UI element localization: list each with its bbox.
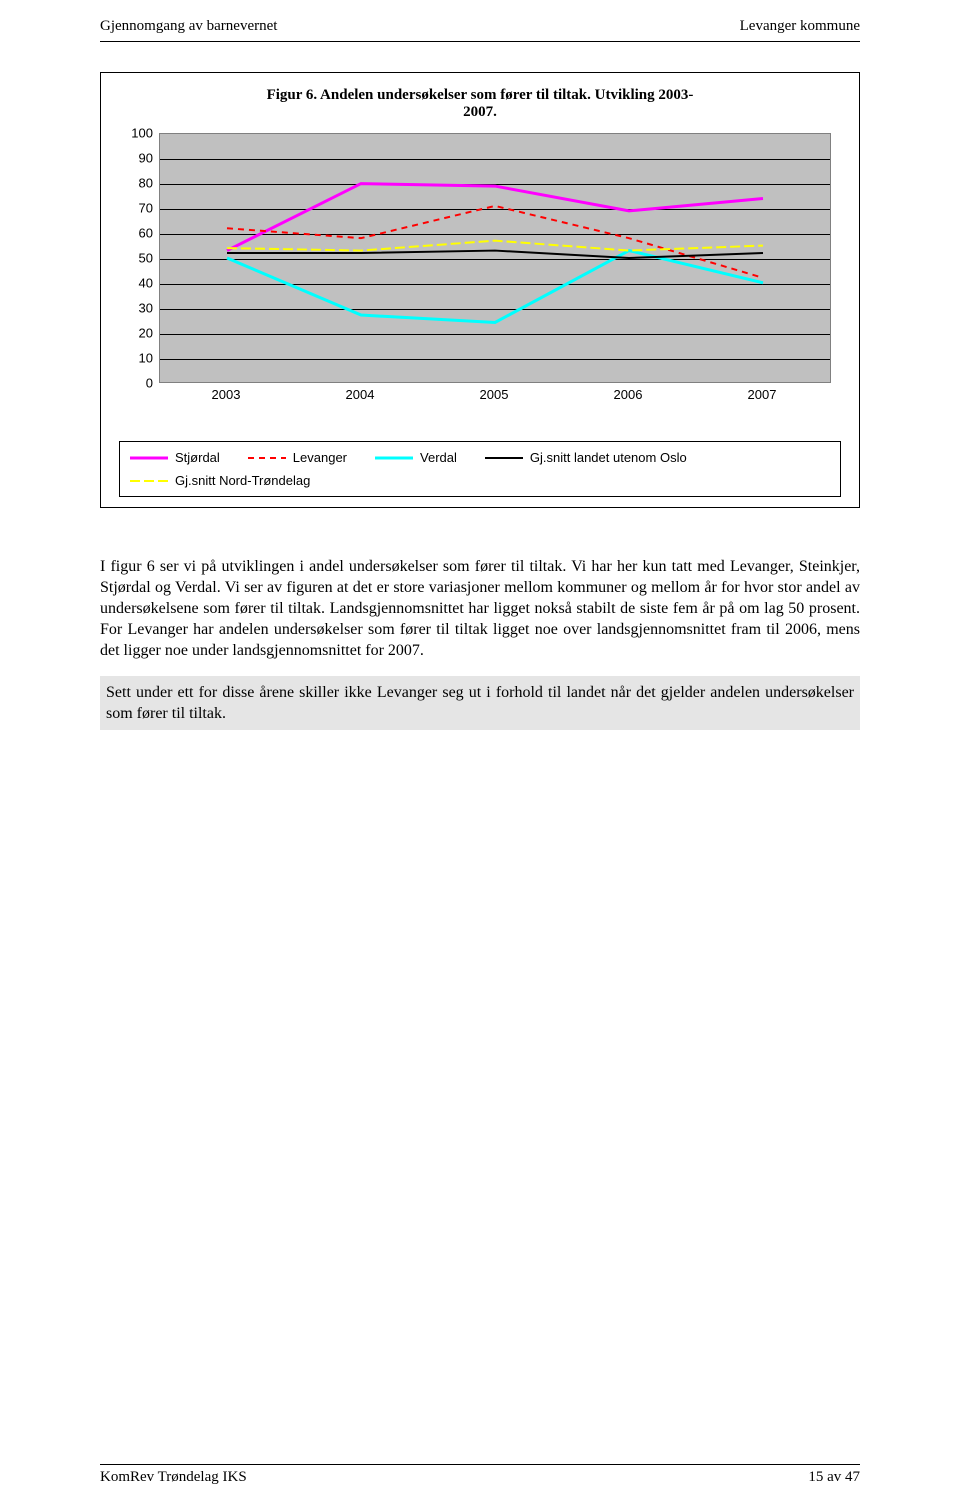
y-tick-label: 100: [119, 126, 153, 141]
plot-region: [159, 133, 831, 383]
y-tick-label: 60: [119, 226, 153, 241]
legend-item: Verdal: [375, 450, 457, 465]
legend-label: Gj.snitt Nord-Trøndelag: [175, 473, 310, 488]
y-tick-label: 30: [119, 301, 153, 316]
y-tick-label: 20: [119, 326, 153, 341]
legend-label: Verdal: [420, 450, 457, 465]
legend-label: Levanger: [293, 450, 347, 465]
series-Gj.snitt Nord-Trøndelag: [227, 241, 763, 251]
chart-title-line2: 2007.: [463, 104, 497, 120]
footer-left: KomRev Trøndelag IKS: [100, 1469, 247, 1486]
page-header: Gjennomgang av barnevernet Levanger komm…: [0, 0, 960, 39]
legend-label: Gj.snitt landet utenom Oslo: [530, 450, 687, 465]
header-left: Gjennomgang av barnevernet: [100, 18, 277, 35]
series-Verdal: [227, 251, 763, 323]
x-tick-label: 2005: [480, 387, 509, 402]
chart-legend: Stjørdal Levanger Verdal Gj.snitt landet ut…: [119, 441, 841, 497]
highlight-box: Sett under ett for disse årene skiller i…: [100, 676, 860, 730]
footer-rule: [100, 1464, 860, 1465]
legend-item: Gj.snitt landet utenom Oslo: [485, 450, 687, 465]
legend-item: Gj.snitt Nord-Trøndelag: [130, 473, 310, 488]
chart-container: Figur 6. Andelen undersøkelser som fører…: [100, 72, 860, 508]
x-tick-label: 2004: [346, 387, 375, 402]
legend-swatch: [248, 451, 286, 465]
series-Levanger: [227, 206, 763, 278]
y-tick-label: 80: [119, 176, 153, 191]
legend-item: Levanger: [248, 450, 347, 465]
legend-swatch: [485, 451, 523, 465]
y-tick-label: 70: [119, 201, 153, 216]
footer-right: 15 av 47: [808, 1469, 860, 1486]
y-tick-label: 0: [119, 376, 153, 391]
chart-area: 0102030405060708090100 20032004200520062…: [119, 133, 841, 423]
x-tick-label: 2003: [212, 387, 241, 402]
body-paragraph-1: I figur 6 ser vi på utviklingen i andel …: [100, 556, 860, 662]
legend-item: Stjørdal: [130, 450, 220, 465]
chart-svg: [160, 134, 830, 382]
legend-swatch: [130, 451, 168, 465]
header-right: Levanger kommune: [740, 18, 860, 35]
y-tick-label: 10: [119, 351, 153, 366]
y-tick-label: 50: [119, 251, 153, 266]
page-footer: KomRev Trøndelag IKS 15 av 47: [100, 1464, 860, 1486]
x-tick-label: 2007: [748, 387, 777, 402]
chart-title-line1: Figur 6. Andelen undersøkelser som fører…: [267, 87, 694, 103]
legend-label: Stjørdal: [175, 450, 220, 465]
legend-swatch: [130, 474, 168, 488]
chart-title: Figur 6. Andelen undersøkelser som fører…: [119, 87, 841, 121]
x-tick-label: 2006: [614, 387, 643, 402]
body-paragraph-2: Sett under ett for disse årene skiller i…: [106, 684, 854, 722]
header-rule: [100, 41, 860, 42]
y-tick-label: 90: [119, 151, 153, 166]
y-tick-label: 40: [119, 276, 153, 291]
legend-swatch: [375, 451, 413, 465]
